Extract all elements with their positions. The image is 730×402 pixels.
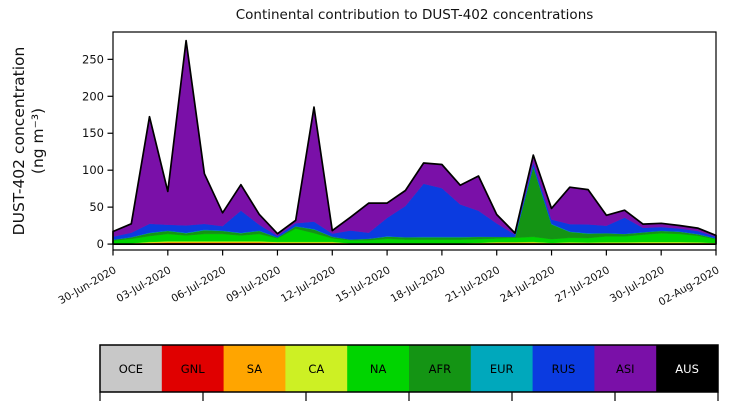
x-tick-label: 18-Jul-2020 xyxy=(389,264,448,305)
chart-title: Continental contribution to DUST-402 con… xyxy=(235,7,594,23)
legend-cell-asi xyxy=(594,345,657,392)
legend-cell-ca xyxy=(285,345,348,392)
legend-label-gnl: GNL xyxy=(181,362,206,376)
legend-cell-rus xyxy=(532,345,595,392)
legend-label-afr: AFR xyxy=(429,362,451,376)
legend-label-eur: EUR xyxy=(490,362,514,376)
stack-outline xyxy=(112,39,717,245)
x-tick-label: 09-Jul-2020 xyxy=(224,264,283,305)
x-tick-label: 27-Jul-2020 xyxy=(553,264,612,305)
legend-label-na: NA xyxy=(370,362,387,376)
legend-label-aus: AUS xyxy=(675,362,699,376)
legend-label-asi: ASI xyxy=(616,362,635,376)
legend-cell-sa xyxy=(223,345,286,392)
x-tick-label: 15-Jul-2020 xyxy=(334,264,393,305)
y-tick-label: 100 xyxy=(82,163,104,177)
legend-label-rus: RUS xyxy=(552,362,576,376)
x-tick-label: 06-Jul-2020 xyxy=(169,264,228,305)
x-tick-label: 21-Jul-2020 xyxy=(443,264,502,305)
x-tick-label: 03-Jul-2020 xyxy=(115,264,174,305)
legend-cell-na xyxy=(347,345,410,392)
legend-label-sa: SA xyxy=(247,362,263,376)
y-tick-label: 200 xyxy=(82,89,104,103)
y-tick-label: 150 xyxy=(82,126,104,140)
y-tick-label: 50 xyxy=(89,200,104,214)
legend-cell-oce xyxy=(100,345,163,392)
x-tick-label: 12-Jul-2020 xyxy=(279,264,338,305)
plot-border xyxy=(112,31,717,251)
y-tick-label: 0 xyxy=(97,237,104,251)
legend-cell-aus xyxy=(656,345,719,392)
x-tick-label: 30-Jun-2020 xyxy=(57,264,119,307)
y-tick-label: 250 xyxy=(82,52,104,66)
x-tick-label: 02-Aug-2020 xyxy=(657,264,722,308)
legend-cell-afr xyxy=(409,345,472,392)
x-tick-label: 24-Jul-2020 xyxy=(498,264,557,305)
legend-label-ca: CA xyxy=(308,362,324,376)
legend-cell-gnl xyxy=(161,345,225,392)
legend-label-oce: OCE xyxy=(119,362,143,376)
legend-cell-eur xyxy=(470,345,534,392)
